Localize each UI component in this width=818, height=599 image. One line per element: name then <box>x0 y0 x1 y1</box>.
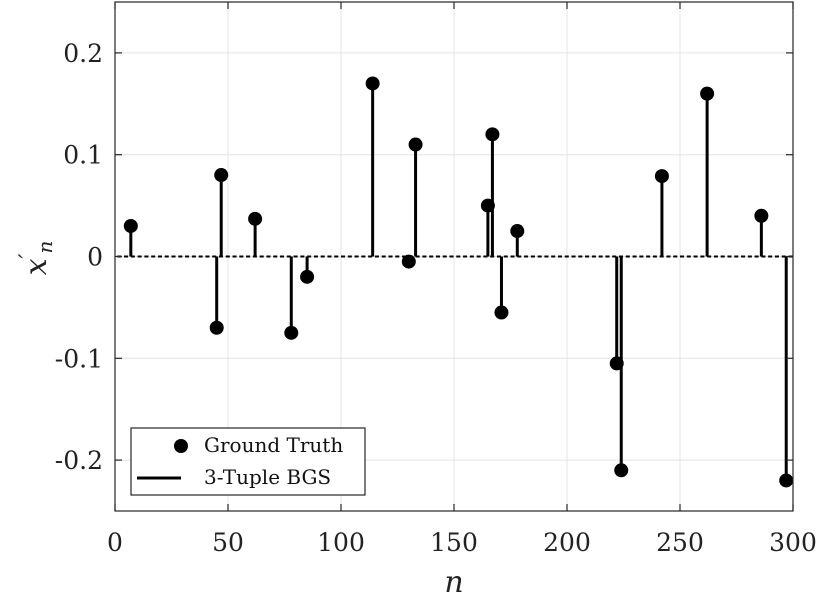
y-tick-label: -0.2 <box>55 446 103 475</box>
ground-truth-point <box>480 198 495 213</box>
ground-truth-point <box>700 86 715 101</box>
x-tick-label: 100 <box>317 528 365 557</box>
ground-truth-point <box>408 137 423 152</box>
ground-truth-point <box>614 463 629 478</box>
ground-truth-point <box>654 169 669 184</box>
y-tick-label: 0.2 <box>63 39 103 68</box>
x-tick-label: 250 <box>656 528 704 557</box>
ground-truth-point <box>754 208 769 223</box>
ground-truth-point <box>401 254 416 269</box>
ground-truth-point <box>248 211 263 226</box>
ground-truth-point <box>510 224 525 239</box>
ground-truth-point <box>779 473 794 488</box>
x-axis-label-text: n <box>444 565 463 599</box>
x-tick-label: 50 <box>212 528 244 557</box>
x-tick-label: 200 <box>543 528 591 557</box>
y-axis-label-text: x′n <box>16 241 57 276</box>
y-axis-label: x′n <box>16 241 57 276</box>
ground-truth-point <box>284 325 299 340</box>
ground-truth-point <box>485 127 500 142</box>
ground-truth-point <box>494 305 509 320</box>
ground-truth-point <box>123 218 138 233</box>
legend: Ground Truth 3-Tuple BGS <box>130 427 366 496</box>
legend-box <box>130 427 366 496</box>
x-tick-labels: 0 50 100 150 200 250 300 <box>107 528 817 557</box>
y-tick-label: -0.1 <box>55 344 103 373</box>
y-tick-label: 0 <box>87 243 103 272</box>
x-tick-label: 300 <box>769 528 817 557</box>
stem-series <box>129 83 788 481</box>
legend-ground-truth-marker <box>174 439 188 453</box>
x-tick-label: 0 <box>107 528 123 557</box>
ground-truth-point <box>214 168 229 183</box>
y-axis-label-main: x <box>19 258 54 275</box>
y-tick-labels: 0.2 0.1 0 -0.1 -0.2 <box>55 39 103 475</box>
y-axis-label-subscript: n <box>33 241 57 254</box>
ground-truth-point <box>609 356 624 371</box>
y-tick-label: 0.1 <box>63 141 103 170</box>
tick-marks <box>114 2 794 511</box>
ground-truth-point <box>365 76 380 91</box>
ground-truth-point <box>300 269 315 284</box>
y-axis-label-prime: ′ <box>16 253 41 258</box>
legend-bgs-label: 3-Tuple BGS <box>204 465 331 489</box>
legend-ground-truth-label: Ground Truth <box>204 433 343 457</box>
ground-truth-series <box>123 76 794 488</box>
ground-truth-point <box>209 320 224 335</box>
x-axis-label: n <box>444 565 463 599</box>
x-tick-label: 150 <box>430 528 478 557</box>
